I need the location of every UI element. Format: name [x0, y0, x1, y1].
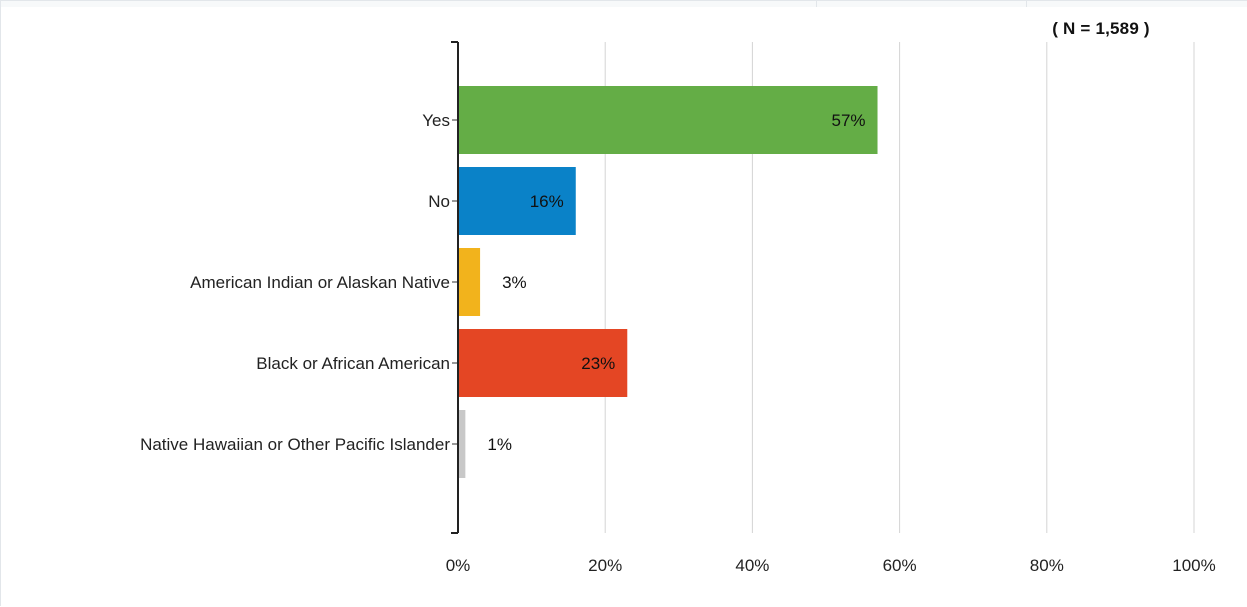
bar	[458, 86, 878, 154]
bar	[458, 167, 576, 235]
category-label: No	[428, 192, 450, 211]
x-tick-label: 60%	[883, 556, 917, 575]
y-axis	[451, 41, 459, 534]
category-label: American Indian or Alaskan Native	[190, 273, 450, 292]
x-tick-label: 0%	[446, 556, 471, 575]
category-label: Yes	[422, 111, 450, 130]
top-border	[1, 1, 1247, 7]
data-labels: 57% 16% 3% 23% 1%	[487, 111, 865, 454]
bars	[458, 86, 878, 478]
bar	[458, 410, 466, 478]
data-label: 57%	[831, 111, 865, 130]
category-label: Native Hawaiian or Other Pacific Islande…	[140, 435, 450, 454]
x-tick-label: 20%	[588, 556, 622, 575]
sample-size-label: ( N = 1,589 )	[1052, 19, 1150, 38]
data-label: 3%	[502, 273, 527, 292]
top-border-divider	[1026, 1, 1027, 7]
data-label: 1%	[487, 435, 512, 454]
x-tick-label: 100%	[1172, 556, 1215, 575]
category-label: Black or African American	[256, 354, 450, 373]
data-label: 23%	[581, 354, 615, 373]
data-label: 16%	[530, 192, 564, 211]
category-labels: Yes No American Indian or Alaskan Native Bl…	[140, 111, 450, 454]
x-tick-labels: 0% 20% 40% 60% 80% 100%	[446, 556, 1216, 575]
bar	[458, 248, 481, 316]
x-tick-label: 80%	[1030, 556, 1064, 575]
x-tick-label: 40%	[735, 556, 769, 575]
bar	[458, 329, 628, 397]
top-border-divider	[816, 1, 817, 7]
